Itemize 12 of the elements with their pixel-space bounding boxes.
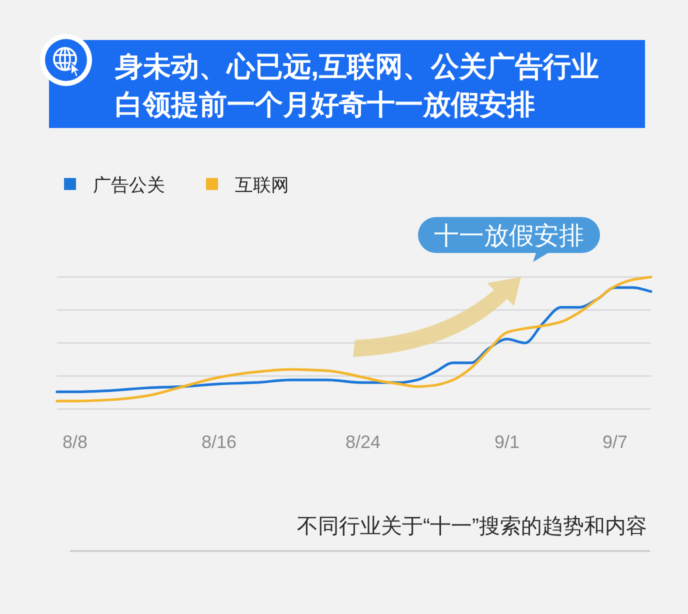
- x-tick-label: 9/1: [494, 432, 520, 452]
- x-tick-label: 9/7: [602, 432, 628, 452]
- legend-item: 互联网: [206, 175, 289, 195]
- x-tick-label: 8/16: [201, 432, 237, 452]
- legend-item: 广告公关: [64, 175, 165, 195]
- legend-label: 互联网: [235, 175, 289, 195]
- text: 不同行业关于“十一”搜索的趋势和内容: [297, 515, 647, 538]
- legend-label: 广告公关: [93, 175, 165, 195]
- x-tick-label: 8/24: [345, 432, 381, 452]
- text: 十一放假安排: [434, 222, 584, 250]
- x-tick-label: 8/8: [62, 432, 88, 452]
- chart-title: 身未动、心已远,互联网、公关广告行业白领提前一个月好奇十一放假安排: [114, 51, 599, 120]
